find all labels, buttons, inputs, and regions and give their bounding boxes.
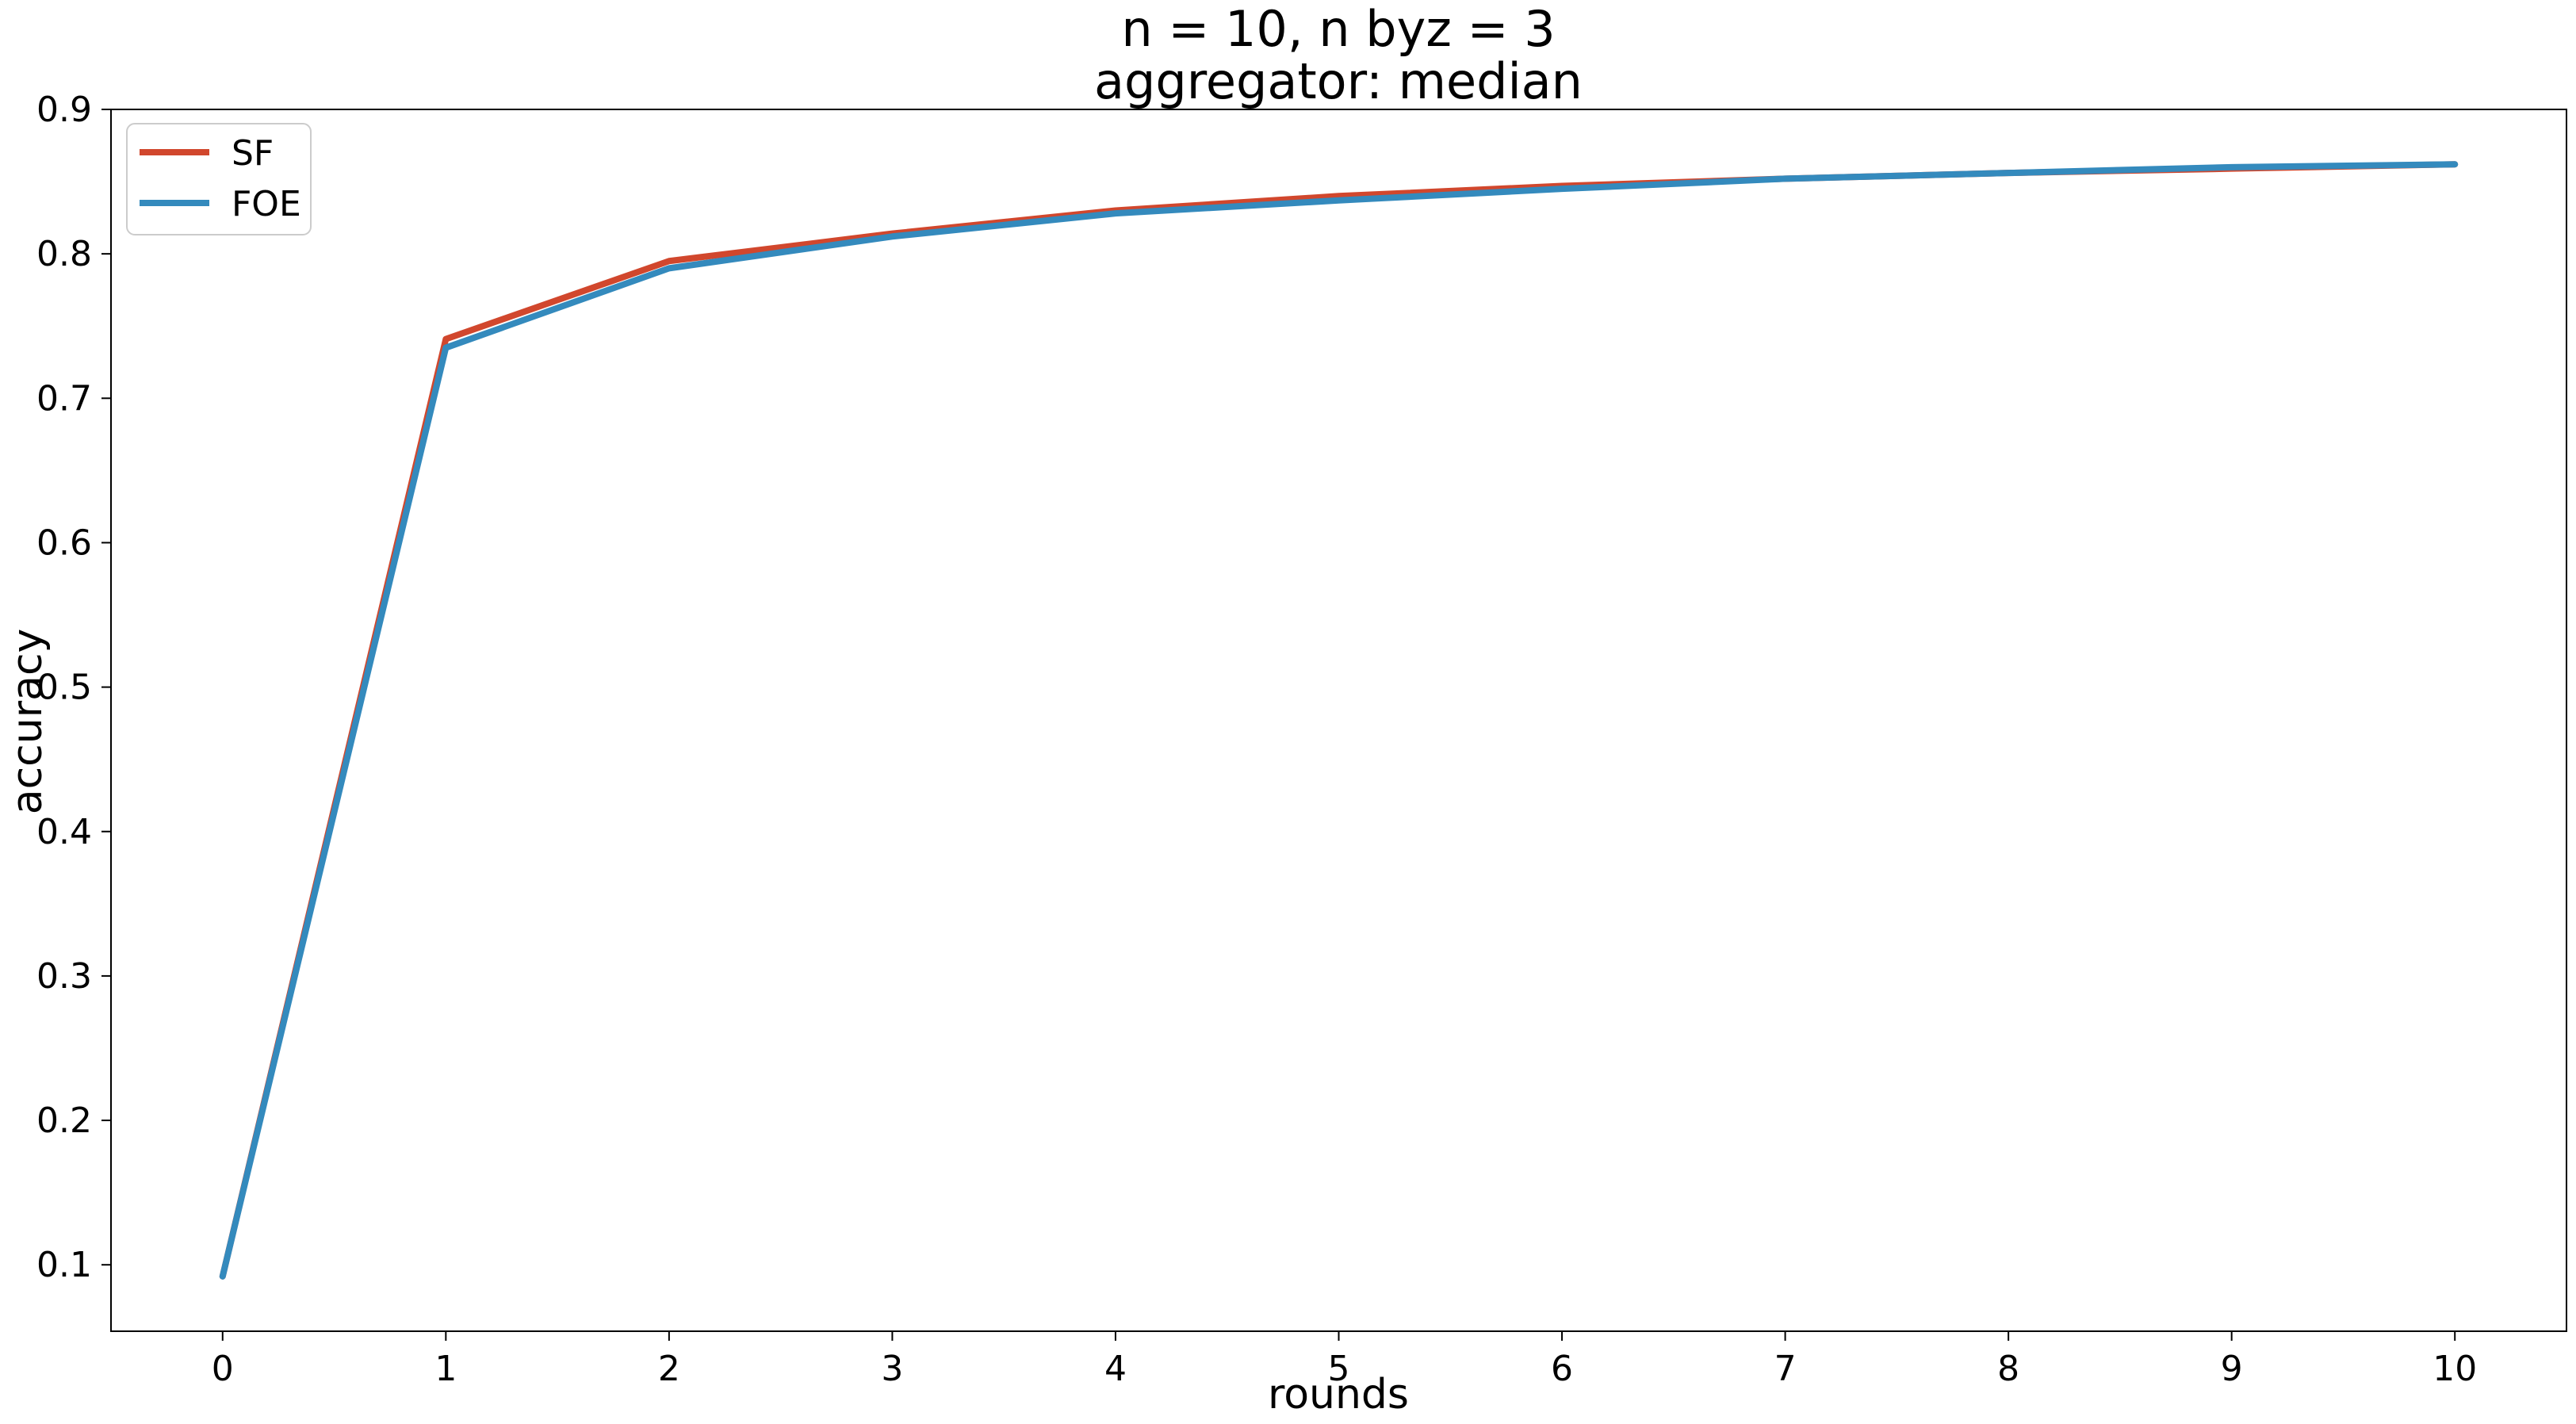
x-axis-ticks: 0 1 2 3 4 5 6 7 8 9 10 (212, 1331, 2477, 1389)
x-tick-label: 0 (212, 1349, 234, 1389)
x-tick-label: 6 (1551, 1349, 1573, 1389)
x-tick-label: 10 (2432, 1349, 2477, 1389)
chart-subtitle: aggregator: median (1094, 52, 1583, 110)
y-tick-label: 0.1 (36, 1245, 92, 1285)
x-tick-label: 4 (1104, 1349, 1127, 1389)
legend: SF FOE (126, 123, 312, 235)
x-tick-label: 8 (1997, 1349, 2019, 1389)
x-tick-label: 3 (881, 1349, 903, 1389)
chart-title: n = 10, n byz = 3 (1121, 0, 1555, 58)
y-tick-label: 0.5 (36, 668, 92, 708)
y-tick-label: 0.4 (36, 812, 92, 852)
legend-label-foe: FOE (232, 184, 301, 224)
y-tick-label: 0.3 (36, 956, 92, 997)
y-tick-label: 0.8 (36, 234, 92, 274)
x-axis-label: rounds (1268, 1371, 1409, 1418)
x-tick-label: 2 (658, 1349, 680, 1389)
series-line-foe (219, 161, 2459, 1280)
x-tick-label: 1 (434, 1349, 457, 1389)
y-tick-label: 0.9 (36, 90, 92, 130)
series-layer (219, 161, 2459, 1280)
y-tick-label: 0.2 (36, 1101, 92, 1141)
y-tick-label: 0.6 (36, 523, 92, 563)
x-tick-label: 9 (2221, 1349, 2243, 1389)
plot-area-frame (110, 109, 2567, 1332)
legend-label-sf: SF (232, 133, 274, 174)
x-tick-label: 5 (1328, 1349, 1350, 1389)
x-tick-label: 7 (1774, 1349, 1797, 1389)
y-axis-ticks: 0.1 0.2 0.3 0.4 0.5 0.6 0.7 0.8 0.9 (36, 90, 111, 1285)
y-axis-label: accuracy (4, 629, 52, 815)
y-tick-label: 0.7 (36, 378, 92, 419)
